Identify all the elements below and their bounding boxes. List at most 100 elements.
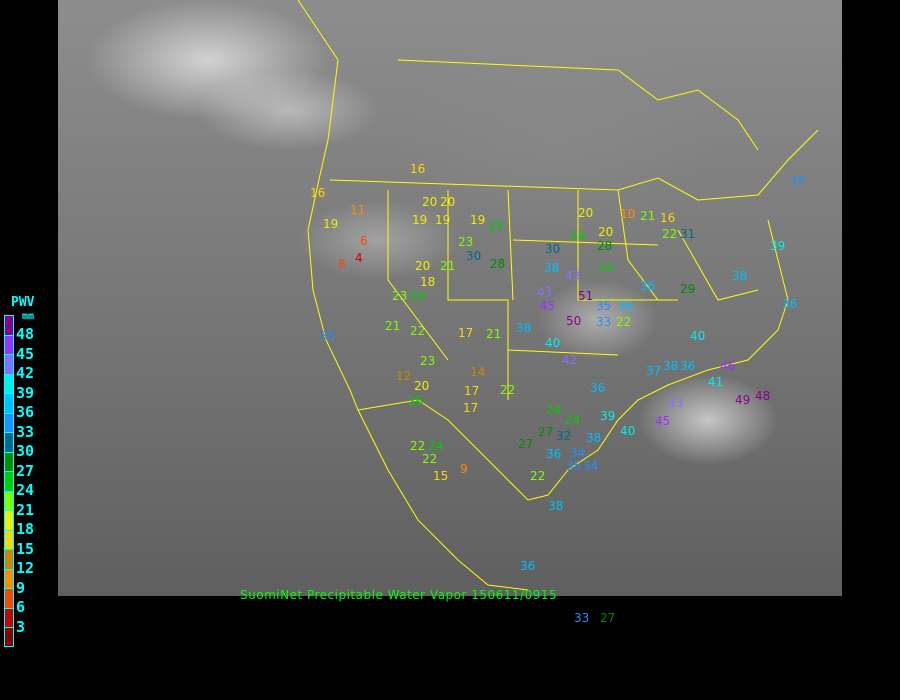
station-pwv-value[interactable]: 17: [463, 401, 479, 415]
station-pwv-value[interactable]: 22: [410, 324, 426, 338]
station-pwv-value[interactable]: 17: [458, 326, 474, 340]
station-pwv-value[interactable]: 25: [488, 219, 504, 233]
station-pwv-value[interactable]: 24: [546, 403, 562, 417]
station-pwv-value[interactable]: 12: [396, 369, 412, 383]
station-pwv-value[interactable]: 36: [590, 381, 606, 395]
station-pwv-value[interactable]: 21: [385, 319, 401, 333]
station-pwv-value[interactable]: 48: [755, 389, 771, 403]
station-pwv-value[interactable]: 24: [570, 229, 586, 243]
station-pwv-value[interactable]: 45: [540, 299, 556, 313]
station-pwv-value[interactable]: 20: [440, 195, 456, 209]
station-pwv-value[interactable]: 26: [408, 394, 424, 408]
station-pwv-value[interactable]: 40: [620, 424, 636, 438]
station-pwv-value[interactable]: 41: [708, 375, 724, 389]
station-pwv-value[interactable]: 16: [660, 211, 676, 225]
station-pwv-value[interactable]: 28: [597, 239, 613, 253]
station-pwv-value[interactable]: 20: [414, 379, 430, 393]
station-pwv-value[interactable]: 42: [562, 353, 578, 367]
station-pwv-value[interactable]: 19: [323, 217, 339, 231]
station-pwv-value[interactable]: 24: [598, 261, 614, 275]
station-pwv-value[interactable]: 50: [566, 314, 582, 328]
station-pwv-value[interactable]: 21: [440, 259, 456, 273]
station-pwv-value[interactable]: 43: [537, 285, 553, 299]
station-pwv-value[interactable]: 22: [662, 227, 678, 241]
station-pwv-value[interactable]: 19: [470, 213, 486, 227]
station-pwv-value[interactable]: 31: [680, 227, 696, 241]
station-pwv-value[interactable]: 27: [600, 611, 616, 625]
station-pwv-value[interactable]: 51: [578, 289, 594, 303]
station-pwv-value[interactable]: 22: [410, 439, 426, 453]
station-pwv-value[interactable]: 10: [620, 207, 636, 221]
station-pwv-value[interactable]: 34: [570, 446, 586, 460]
station-pwv-value[interactable]: 34: [583, 459, 599, 473]
station-pwv-value[interactable]: 46: [720, 359, 736, 373]
station-pwv-value[interactable]: 38: [663, 359, 679, 373]
station-pwv-value[interactable]: 35: [596, 299, 612, 313]
station-pwv-value[interactable]: 35: [790, 174, 806, 188]
station-pwv-value[interactable]: 45: [655, 414, 671, 428]
station-pwv-value[interactable]: 32: [556, 429, 572, 443]
satellite-map[interactable]: [58, 0, 842, 596]
legend-label: 24: [16, 481, 35, 499]
station-pwv-value[interactable]: 36: [680, 359, 696, 373]
station-pwv-value[interactable]: 36: [520, 559, 536, 573]
station-pwv-value[interactable]: 38: [732, 269, 748, 283]
station-pwv-value[interactable]: 38: [516, 321, 532, 335]
station-pwv-value[interactable]: 22: [616, 315, 632, 329]
station-pwv-value[interactable]: 35: [320, 329, 336, 343]
station-pwv-value[interactable]: 19: [412, 213, 428, 227]
station-pwv-value[interactable]: 49: [735, 393, 751, 407]
station-pwv-value[interactable]: 20: [578, 206, 594, 220]
station-pwv-value[interactable]: 23: [392, 289, 408, 303]
station-pwv-value[interactable]: 19: [435, 213, 451, 227]
station-pwv-value[interactable]: 22: [500, 383, 516, 397]
station-pwv-value[interactable]: 20: [415, 259, 431, 273]
station-pwv-value[interactable]: 39: [600, 409, 616, 423]
station-pwv-value[interactable]: 18: [420, 275, 436, 289]
station-pwv-value[interactable]: 28: [490, 257, 506, 271]
station-pwv-value[interactable]: 36: [640, 279, 656, 293]
station-pwv-value[interactable]: 38: [548, 499, 564, 513]
station-pwv-value[interactable]: 22: [530, 469, 546, 483]
station-pwv-value[interactable]: 24: [410, 289, 426, 303]
station-pwv-value[interactable]: 38: [586, 431, 602, 445]
station-pwv-value[interactable]: 24: [565, 413, 581, 427]
station-pwv-value[interactable]: 39: [770, 239, 786, 253]
station-pwv-value[interactable]: 43: [565, 269, 581, 283]
station-pwv-value[interactable]: 36: [618, 299, 634, 313]
station-pwv-value[interactable]: 35: [566, 459, 582, 473]
station-pwv-value[interactable]: 17: [464, 384, 480, 398]
station-pwv-value[interactable]: 14: [470, 365, 486, 379]
station-pwv-value[interactable]: 43: [668, 396, 684, 410]
station-pwv-value[interactable]: 23: [420, 354, 436, 368]
station-pwv-value[interactable]: 21: [640, 209, 656, 223]
station-pwv-value[interactable]: 23: [458, 235, 474, 249]
station-pwv-value[interactable]: 40: [545, 336, 561, 350]
station-pwv-value[interactable]: 40: [690, 329, 706, 343]
station-pwv-value[interactable]: 8: [338, 257, 346, 271]
station-pwv-value[interactable]: 24: [428, 439, 444, 453]
station-pwv-value[interactable]: 20: [598, 225, 614, 239]
legend-swatch: [4, 451, 14, 471]
station-pwv-value[interactable]: 33: [596, 315, 612, 329]
station-pwv-value[interactable]: 30: [466, 249, 482, 263]
station-pwv-value[interactable]: 4: [355, 251, 363, 265]
station-pwv-value[interactable]: 15: [433, 469, 449, 483]
station-pwv-value[interactable]: 6: [360, 234, 368, 248]
station-pwv-value[interactable]: 27: [518, 437, 534, 451]
station-pwv-value[interactable]: 36: [782, 297, 798, 311]
station-pwv-value[interactable]: 22: [422, 452, 438, 466]
station-pwv-value[interactable]: 33: [574, 611, 590, 625]
station-pwv-value[interactable]: 11: [350, 203, 366, 217]
station-pwv-value[interactable]: 38: [544, 261, 560, 275]
station-pwv-value[interactable]: 20: [422, 195, 438, 209]
station-pwv-value[interactable]: 37: [646, 364, 662, 378]
station-pwv-value[interactable]: 21: [486, 327, 502, 341]
station-pwv-value[interactable]: 30: [545, 242, 561, 256]
station-pwv-value[interactable]: 29: [680, 282, 696, 296]
station-pwv-value[interactable]: 36: [546, 447, 562, 461]
station-pwv-value[interactable]: 16: [310, 186, 326, 200]
station-pwv-value[interactable]: 27: [538, 425, 554, 439]
station-pwv-value[interactable]: 9: [460, 462, 468, 476]
station-pwv-value[interactable]: 16: [410, 162, 426, 176]
